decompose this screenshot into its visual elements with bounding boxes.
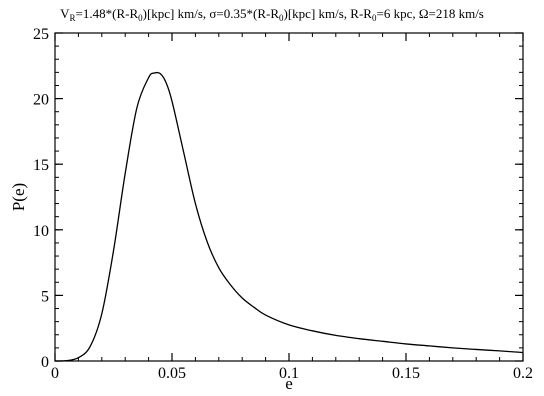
x-tick-label: 0.15 [392,365,420,382]
y-tick-label: 20 [33,92,49,109]
title-r0-sub-1: 0 [138,13,143,23]
y-tick-label: 25 [33,26,49,43]
x-tick-label: 0 [51,365,59,382]
y-tick-label: 15 [33,157,49,174]
chart-title: VR=1.48*(R-R0)[kpc] km/s, σ=0.35*(R-R0)[… [60,6,484,23]
major-ticks [54,32,524,362]
title-rest: =6 kpc, Ω=218 km/s [376,6,483,21]
title-vr-units: )[kpc] km/s, [143,6,210,21]
tick-labels: 0 0.05 0.1 0.15 0.2 0 5 10 15 20 25 [33,26,533,382]
title-vr-formula: =1.48*(R-R [76,6,139,21]
series-layer [54,71,524,362]
title-r0-sub-2: 0 [279,13,284,23]
plot-frame [54,32,524,362]
title-vr: V [60,6,70,21]
series-line [54,71,524,362]
y-axis-label: P(e) [9,183,28,211]
title-sigma-units: )[kpc] km/s, R-R [284,6,373,21]
minor-ticks [54,32,524,362]
title-r0-sub-3: 0 [372,13,377,23]
y-tick-label: 10 [33,223,49,240]
title-sigma: σ=0.35*(R-R [209,6,279,21]
x-tick-label: 0.1 [279,365,299,382]
x-tick-label: 0.2 [513,365,533,382]
y-tick-label: 5 [41,288,49,305]
x-tick-label: 0.05 [158,365,186,382]
x-axis-label: e [285,374,293,391]
title-vr-sub: R [70,13,76,23]
y-tick-label: 0 [41,354,49,371]
